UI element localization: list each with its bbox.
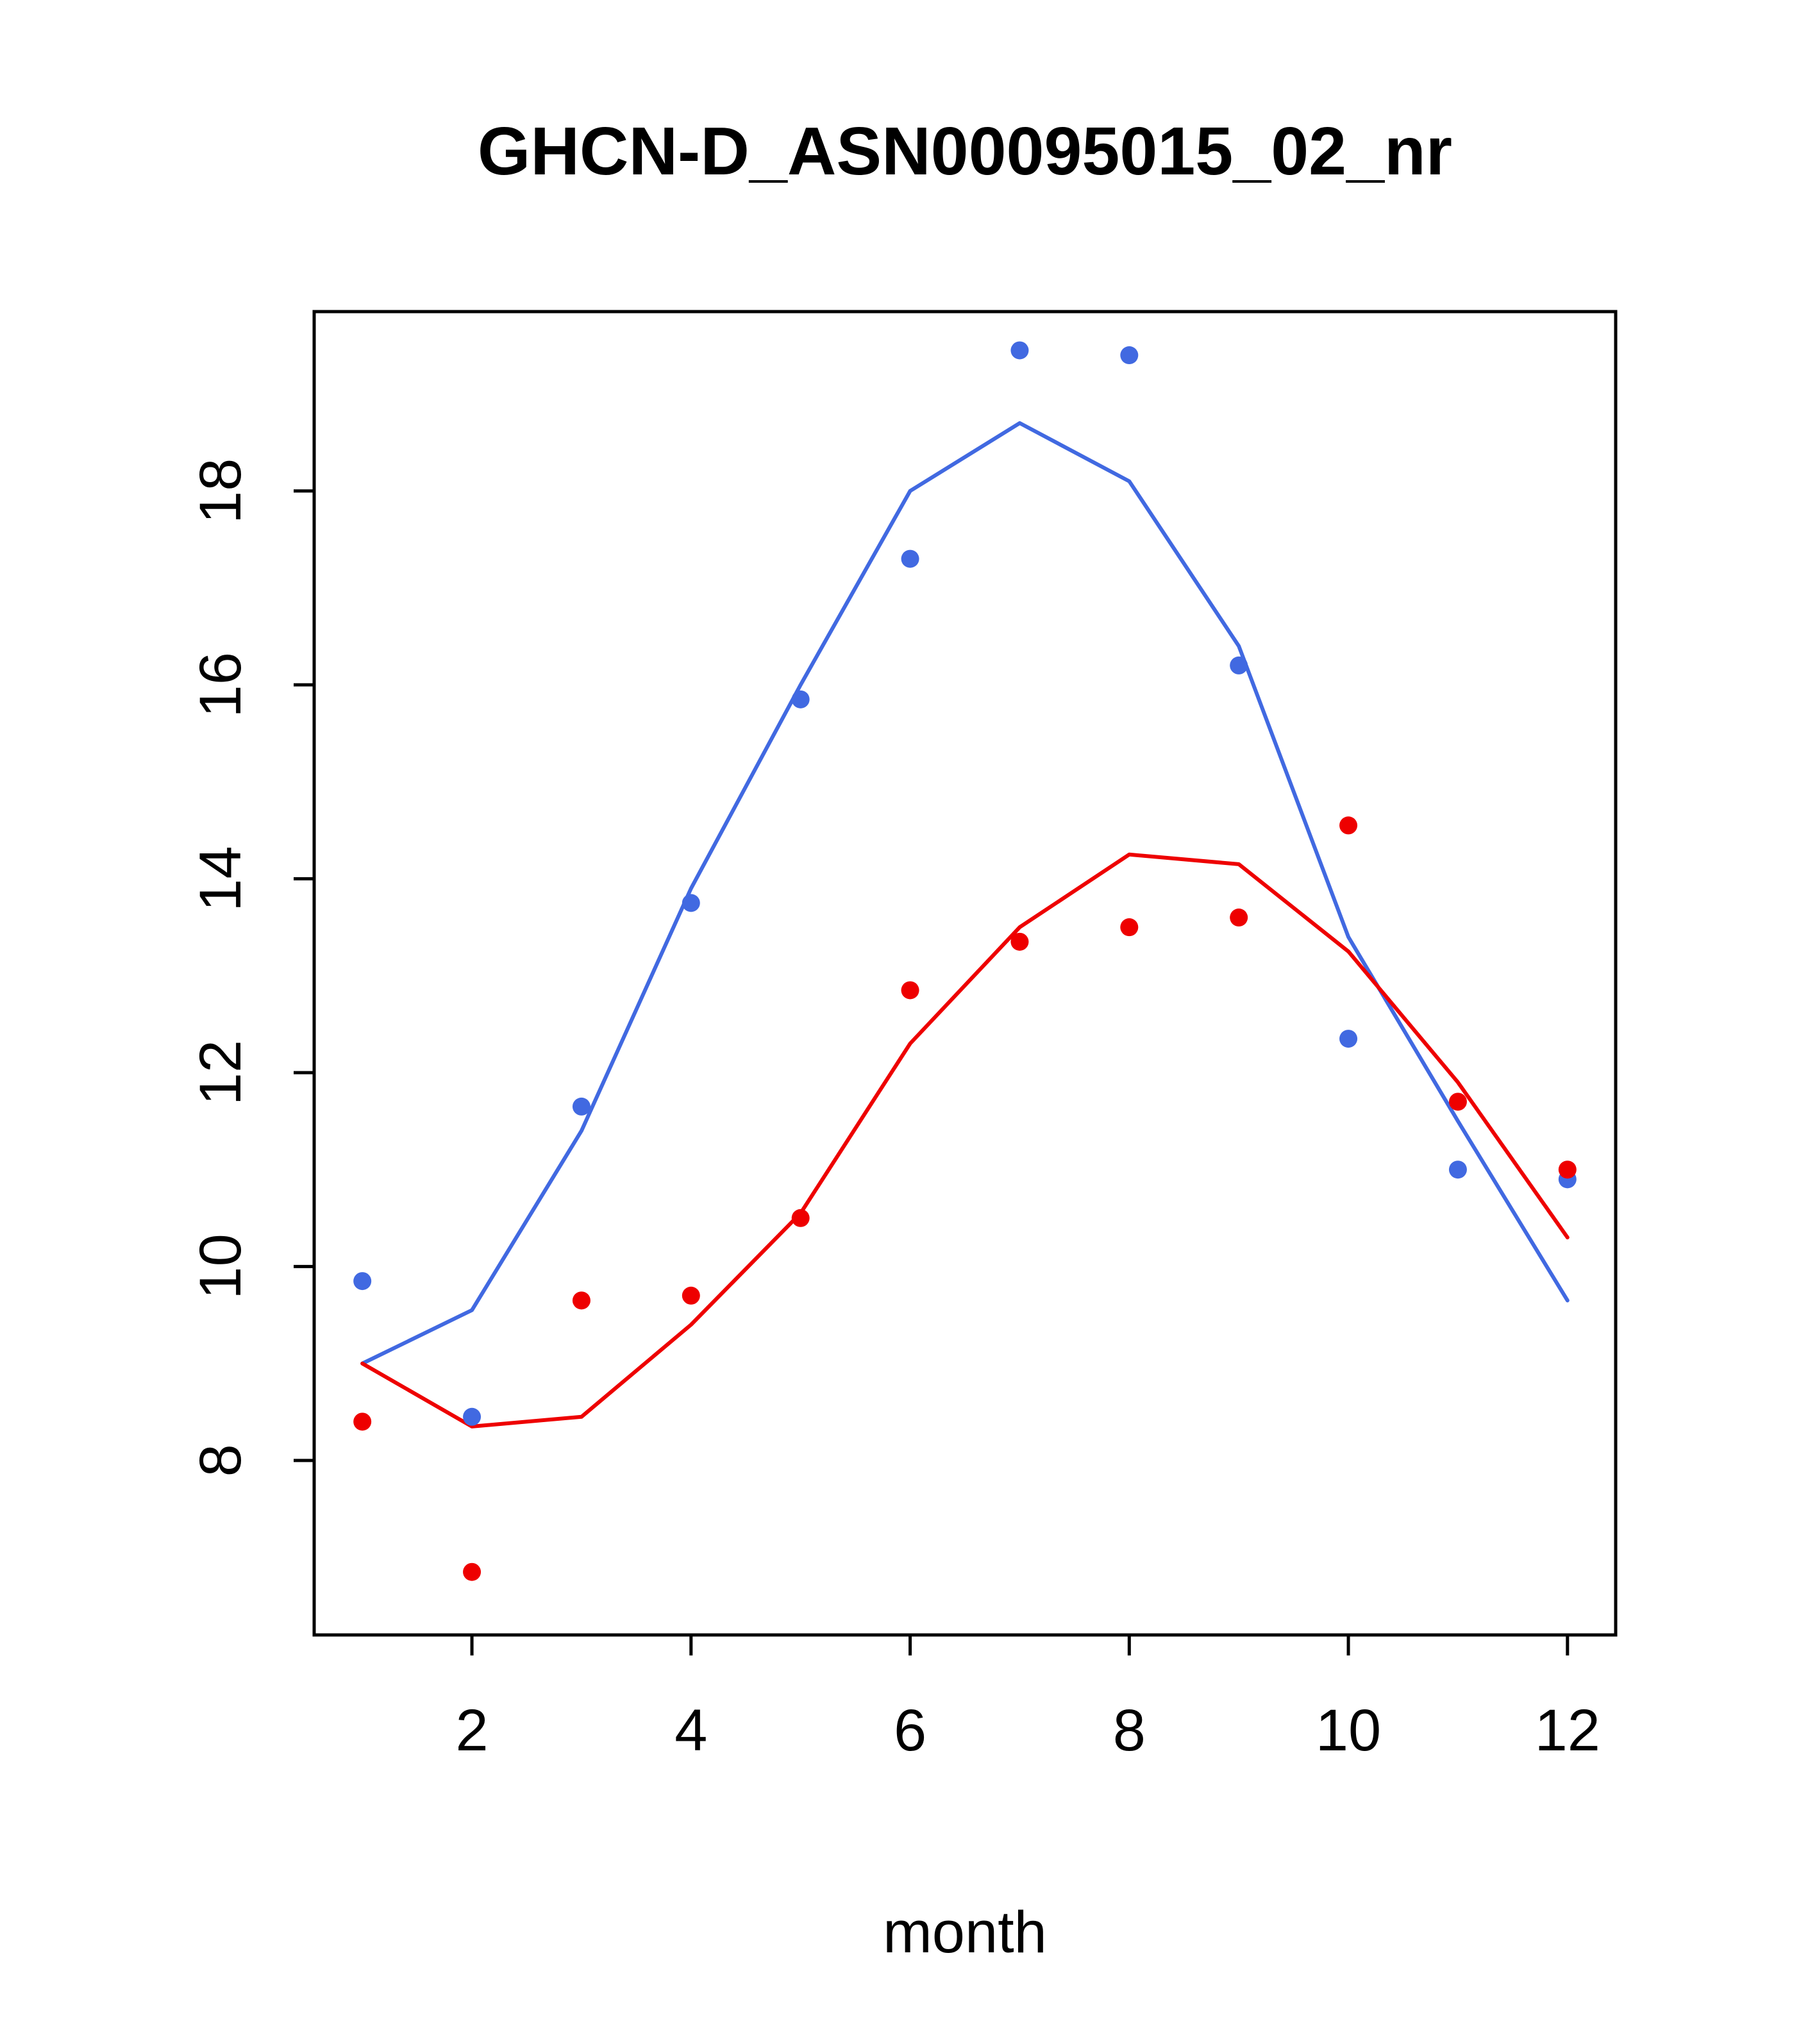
data-point-blue-points xyxy=(901,549,919,568)
data-point-red-points xyxy=(353,1412,372,1431)
y-tick-label: 10 xyxy=(188,1234,253,1299)
data-point-blue-points xyxy=(1010,341,1029,360)
y-tick-label: 14 xyxy=(188,846,253,911)
data-point-blue-points xyxy=(1120,346,1139,365)
data-point-blue-points xyxy=(1339,1030,1358,1048)
y-tick-label: 8 xyxy=(188,1444,253,1477)
data-point-red-points xyxy=(1448,1093,1467,1111)
data-point-blue-points xyxy=(682,894,700,912)
data-point-blue-points xyxy=(1448,1160,1467,1179)
data-point-red-points xyxy=(791,1209,810,1227)
data-point-red-points xyxy=(901,981,919,1000)
data-point-red-points xyxy=(463,1562,481,1581)
series-line-blue-line xyxy=(360,421,1570,1366)
data-point-blue-points xyxy=(791,690,810,708)
y-tick-label: 18 xyxy=(188,458,253,524)
data-point-blue-points xyxy=(1230,656,1248,674)
x-tick-label: 10 xyxy=(1316,1698,1381,1763)
x-tick-label: 4 xyxy=(674,1698,707,1763)
data-point-blue-points xyxy=(353,1272,372,1291)
x-axis-label: month xyxy=(883,1900,1047,1965)
data-point-red-points xyxy=(572,1291,590,1310)
data-point-red-points xyxy=(1120,918,1139,937)
data-point-blue-points xyxy=(463,1407,481,1426)
data-point-red-points xyxy=(1558,1160,1577,1179)
data-point-red-points xyxy=(1230,909,1248,927)
x-tick-label: 2 xyxy=(455,1698,488,1763)
x-tick-label: 8 xyxy=(1113,1698,1146,1763)
plot-box xyxy=(312,310,1618,1637)
series-line-red-line xyxy=(360,852,1570,1428)
data-point-red-points xyxy=(682,1286,700,1305)
x-tick-label: 12 xyxy=(1535,1698,1600,1763)
chart-title: GHCN-D_ASN00095015_02_nr xyxy=(478,113,1452,189)
data-point-red-points xyxy=(1339,816,1358,835)
data-point-red-points xyxy=(1010,932,1029,951)
y-tick-label: 16 xyxy=(188,652,253,717)
x-tick-label: 6 xyxy=(894,1698,926,1763)
y-tick-label: 12 xyxy=(188,1040,253,1105)
data-point-blue-points xyxy=(572,1097,590,1116)
